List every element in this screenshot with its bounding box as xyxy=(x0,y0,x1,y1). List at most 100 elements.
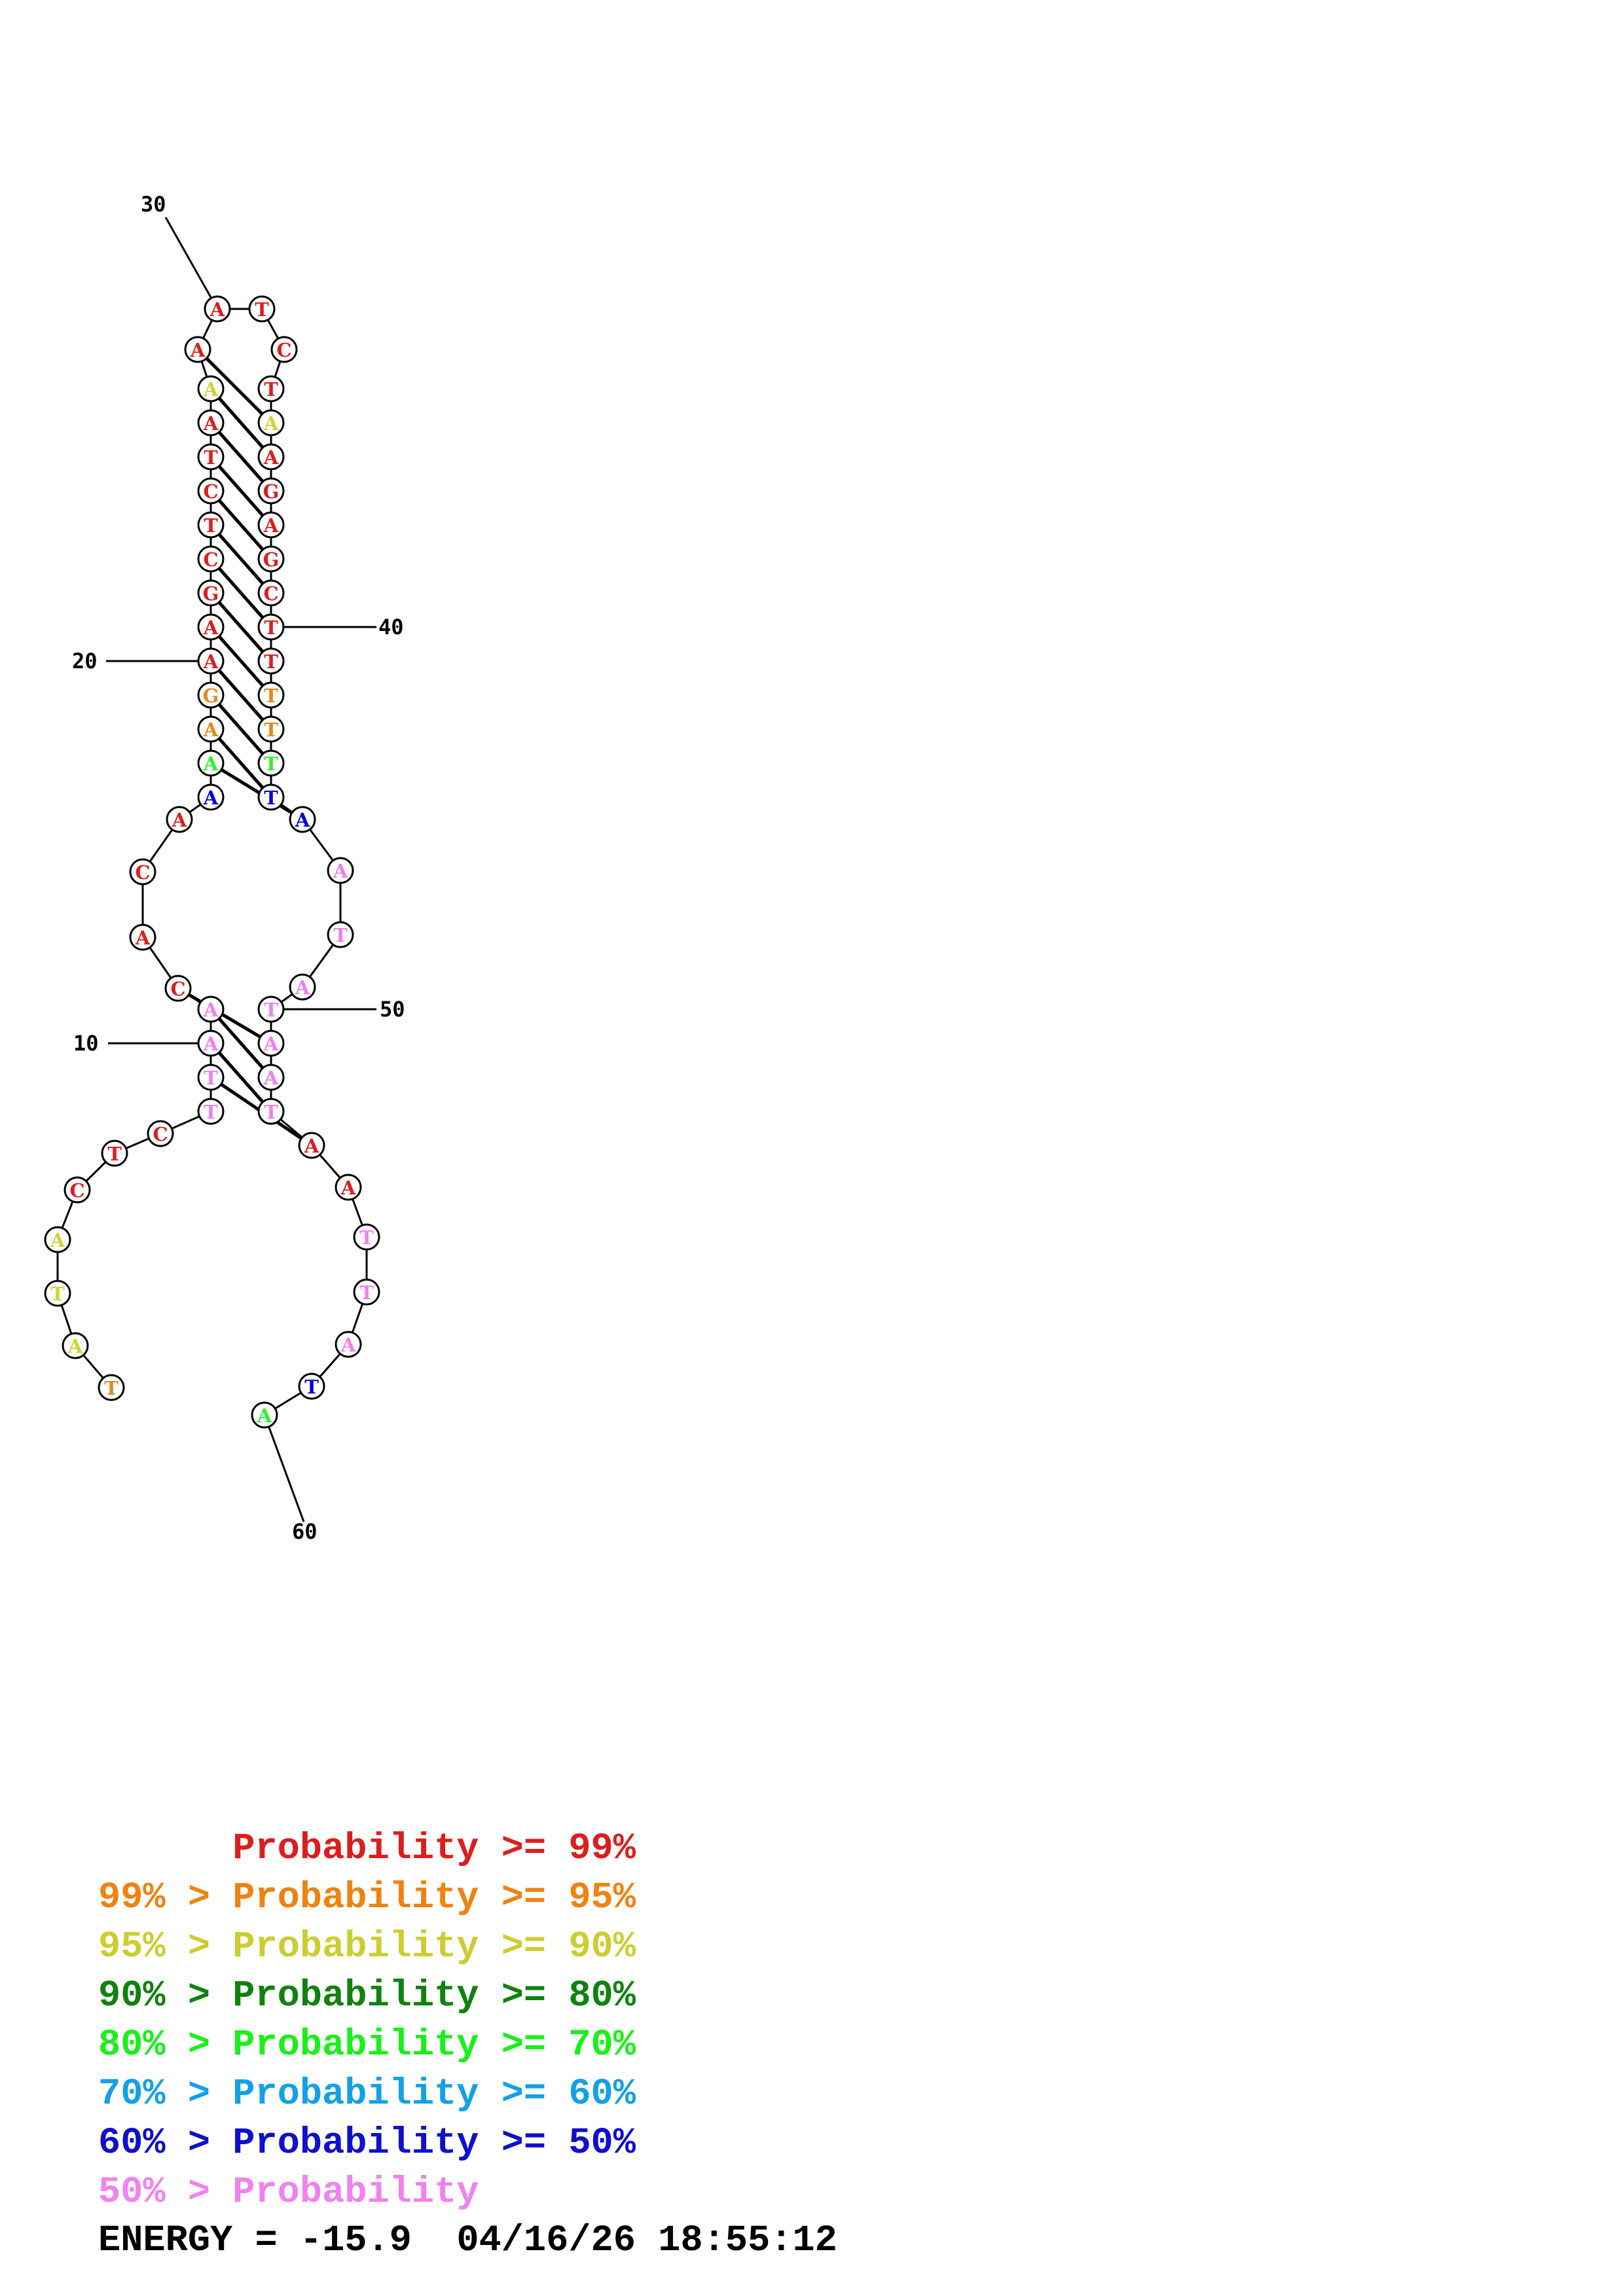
nucleotide-38: G xyxy=(257,545,285,573)
legend-row: Probability >= 99% xyxy=(98,1825,636,1874)
nucleotide-letter: G xyxy=(263,548,280,571)
nucleotide-28: A xyxy=(197,375,225,403)
base-pair-bond xyxy=(210,422,272,492)
legend-label: Probability >= 99% xyxy=(232,1828,636,1870)
base-pair-bond xyxy=(196,348,272,424)
nucleotide-letter: A xyxy=(263,1033,279,1055)
nucleotide-circle xyxy=(197,996,225,1023)
nucleotide-59: T xyxy=(298,1372,325,1400)
nucleotide-53: T xyxy=(257,1098,285,1125)
nucleotide-letter: A xyxy=(340,1177,356,1199)
nucleotide-letter: G xyxy=(203,685,219,707)
energy-equals: = xyxy=(232,2220,300,2262)
probability-legend: Probability >= 99% 99% > Probability >= 9… xyxy=(98,1825,636,2217)
nucleotide-43: T xyxy=(257,715,285,743)
nucleotide-letter: C xyxy=(276,339,291,361)
legend-label: Probability >= 50% xyxy=(232,2123,636,2164)
nucleotide-40: T xyxy=(257,613,285,641)
base-pair-bond xyxy=(177,986,272,1045)
nucleotide-letter: T xyxy=(255,298,269,321)
nucleotide-letter: T xyxy=(264,651,278,673)
nucleotide-23: C xyxy=(197,545,225,573)
nucleotide-letter: A xyxy=(257,1405,272,1427)
base-pair-bond xyxy=(210,626,272,696)
nucleotide-circle xyxy=(184,336,211,363)
nucleotide-circle xyxy=(257,749,285,777)
nucleotide-10: A xyxy=(197,1030,225,1057)
nucleotide-circle xyxy=(270,336,298,363)
nucleotide-58: A xyxy=(335,1331,362,1358)
backbone-bonds xyxy=(56,308,368,1416)
nucleotide-circle xyxy=(197,783,225,811)
nucleotide-circle xyxy=(197,579,225,607)
nucleotide-29: A xyxy=(184,336,211,363)
position-label-40: 40 xyxy=(378,615,404,639)
base-pair-bond xyxy=(210,728,272,798)
nucleotide-letter: A xyxy=(295,809,310,831)
nucleotide-circle xyxy=(197,477,225,505)
nucleotide-letter: C xyxy=(203,480,218,503)
nucleotide-33: T xyxy=(257,375,285,403)
nucleotide-letter: T xyxy=(204,1101,218,1123)
position-label-50: 50 xyxy=(380,997,405,1022)
base-pair-bond xyxy=(210,592,272,662)
legend-row: 80% > Probability >= 70% xyxy=(98,2021,636,2070)
nucleotide-letter: C xyxy=(263,583,278,605)
nucleotide-circle xyxy=(257,715,285,743)
nucleotide-55: A xyxy=(335,1174,362,1201)
nucleotide-letter: T xyxy=(333,924,348,946)
nucleotide-letter: T xyxy=(204,446,218,469)
nucleotide-50: T xyxy=(257,996,285,1023)
nucleotide-letter: C xyxy=(153,1123,168,1145)
nucleotide-letter: G xyxy=(203,583,219,605)
nucleotide-letter: A xyxy=(203,999,219,1021)
nucleotide-60: A xyxy=(251,1401,278,1429)
nucleotide-circle xyxy=(257,996,285,1023)
nucleotide-letter: A xyxy=(263,514,279,537)
nucleotide-circle xyxy=(197,749,225,777)
nucleotide-51: A xyxy=(257,1030,285,1057)
nucleotide-circle xyxy=(257,409,285,437)
nucleotide-letter: T xyxy=(104,1377,119,1399)
nucleotide-letter: G xyxy=(263,480,280,503)
nucleotide-3: T xyxy=(44,1280,71,1307)
nucleotide-circle xyxy=(298,1372,325,1400)
nucleotide-circle xyxy=(251,1401,278,1429)
nucleotide-letter: C xyxy=(135,861,150,884)
base-pair-bond xyxy=(210,1042,272,1113)
legend-row: 50% > Probability xyxy=(98,2168,636,2217)
base-pair-bonds xyxy=(177,348,313,1147)
nucleotide-42: T xyxy=(257,681,285,709)
nucleotide-letter: A xyxy=(203,787,219,809)
nucleotide-letter: A xyxy=(203,719,219,741)
nucleotide-8: T xyxy=(197,1098,225,1125)
nucleotide-17: A xyxy=(197,749,225,777)
legend-prefix: 60% > xyxy=(98,2123,233,2164)
nucleotide-circle xyxy=(197,1064,225,1091)
nucleotide-letter: T xyxy=(264,753,278,775)
nucleotide-4: A xyxy=(44,1226,71,1253)
base-pair-bond xyxy=(210,524,272,594)
base-pair-bond xyxy=(210,694,272,764)
nucleotide-16: A xyxy=(197,783,225,811)
nucleotide-48: T xyxy=(327,921,354,948)
nucleotide-49: A xyxy=(289,973,316,1001)
nucleotide-circle xyxy=(257,579,285,607)
position-tick-60 xyxy=(263,1414,305,1522)
nucleotide-7: C xyxy=(147,1120,174,1147)
nucleotide-circle xyxy=(257,783,285,811)
nucleotide-letter: A xyxy=(304,1135,319,1157)
nucleotide-circle xyxy=(197,613,225,641)
legend-prefix: 95% > xyxy=(98,1926,233,1968)
position-label-10: 10 xyxy=(73,1031,99,1056)
nucleotide-32: C xyxy=(270,336,298,363)
nucleotide-circle xyxy=(129,924,156,951)
legend-prefix: 50% > xyxy=(98,2172,233,2214)
nucleotide-letter: T xyxy=(50,1283,65,1305)
legend-prefix: 70% > xyxy=(98,2073,233,2115)
legend-row: 95% > Probability >= 90% xyxy=(98,1923,636,1972)
position-tick-30 xyxy=(164,217,219,310)
nucleotide-circle xyxy=(197,409,225,437)
nucleotide-56: T xyxy=(353,1223,380,1251)
